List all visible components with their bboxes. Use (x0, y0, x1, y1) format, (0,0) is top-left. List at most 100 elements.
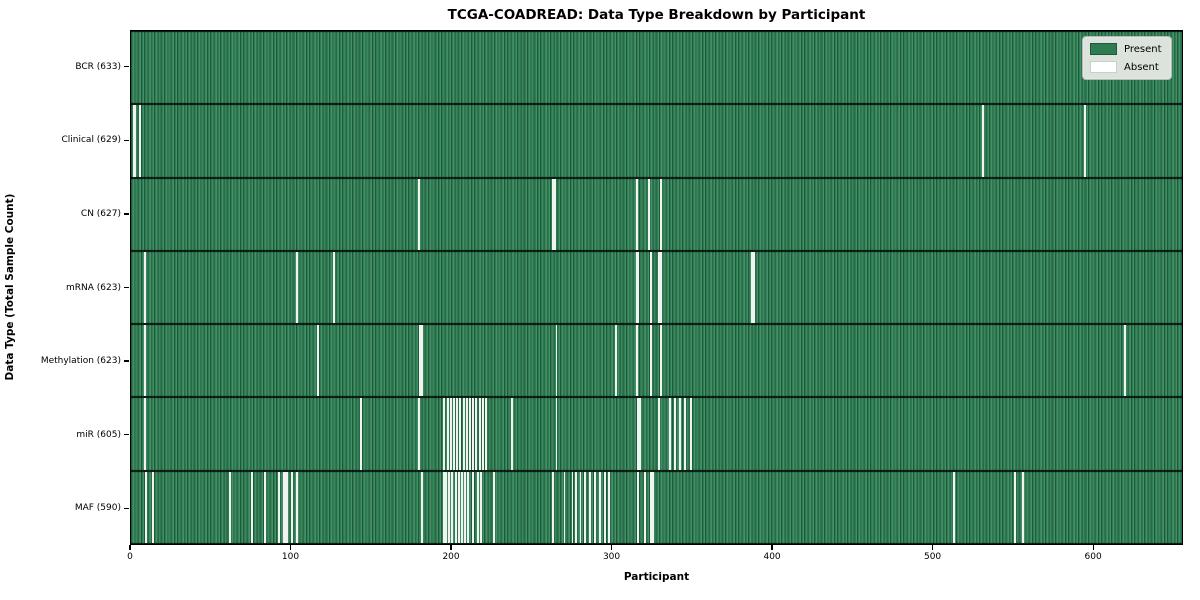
absent-stripe (151, 471, 154, 543)
absent-stripe (472, 398, 475, 470)
absent-stripe (510, 398, 513, 470)
absent-stripe (669, 398, 672, 470)
absent-stripe (251, 471, 254, 543)
heatmap-row-cn (131, 177, 1182, 251)
absent-stripe (360, 398, 362, 470)
absent-stripe (608, 471, 611, 543)
heatmap-row-bcr (131, 31, 1182, 105)
x-tick-label-400: 400 (763, 552, 781, 562)
absent-stripe (678, 398, 681, 470)
absent-stripe (674, 398, 676, 470)
absent-stripe (316, 325, 319, 397)
x-tick-mark (931, 545, 934, 550)
absent-stripe (480, 471, 483, 543)
x-tick-label-0: 0 (127, 552, 133, 562)
absent-stripe (449, 398, 452, 470)
absent-stripe (598, 471, 601, 543)
heatmap-row-methylation (131, 324, 1182, 398)
y-tick-mark (124, 139, 129, 141)
x-tick-mark (129, 545, 131, 550)
absent-stripe (1084, 105, 1087, 177)
x-tick-label-100: 100 (281, 552, 300, 562)
absent-stripe (651, 471, 654, 543)
x-axis-label: Participant (623, 571, 690, 583)
plot-area (130, 30, 1183, 545)
legend-entry-present: Present (1090, 43, 1162, 55)
absent-stripe (132, 105, 135, 177)
absent-stripe (454, 471, 457, 543)
absent-stripe (291, 471, 294, 543)
absent-stripe (478, 398, 481, 470)
absent-stripe (278, 471, 281, 543)
absent-stripe (283, 471, 286, 543)
x-tick-mark (450, 545, 452, 550)
absent-stripe (419, 325, 422, 397)
absent-stripe (650, 471, 652, 543)
absent-stripe (637, 251, 640, 324)
absent-stripe (456, 398, 459, 470)
absent-stripe (952, 471, 955, 543)
x-tick-label-500: 500 (923, 552, 942, 562)
absent-stripe (485, 398, 487, 470)
absent-stripe (446, 398, 449, 470)
absent-stripe (643, 471, 646, 543)
absent-stripe (555, 398, 558, 470)
x-tick-label-200: 200 (442, 552, 460, 562)
y-tick-label-clinical: Clinical (629) (61, 135, 121, 146)
absent-stripe (637, 398, 640, 470)
absent-stripe (143, 398, 146, 470)
absent-stripe (477, 471, 479, 543)
absent-stripe (603, 471, 606, 543)
absent-stripe (555, 325, 558, 397)
absent-stripe (228, 471, 231, 543)
absent-stripe (635, 251, 638, 324)
absent-stripe (443, 471, 446, 543)
absent-stripe (589, 471, 592, 543)
x-tick-mark (771, 545, 773, 550)
absent-stripe (594, 471, 596, 543)
y-tick-mark (124, 66, 129, 68)
absent-stripe (448, 471, 451, 543)
absent-stripe (650, 325, 652, 397)
absent-stripe (457, 471, 460, 543)
absent-stripe (143, 251, 146, 324)
y-tick-mark (124, 360, 129, 362)
y-tick-label-mrna: mRNA (623) (66, 282, 121, 293)
absent-stripe (263, 471, 266, 543)
absent-stripe (552, 178, 555, 250)
absent-stripe (493, 471, 495, 543)
absent-stripe (417, 178, 420, 250)
absent-stripe (574, 471, 577, 543)
heatmap-row-mir (131, 397, 1182, 471)
absent-stripe (659, 325, 662, 397)
absent-stripe (552, 471, 555, 543)
absent-stripe (650, 251, 652, 324)
absent-stripe (459, 398, 462, 470)
y-tick-label-mir: miR (605) (76, 429, 121, 440)
absent-stripe (296, 471, 298, 543)
absent-stripe (451, 471, 454, 543)
y-tick-mark (124, 507, 129, 509)
absent-stripe (143, 325, 146, 397)
absent-stripe (635, 325, 638, 397)
y-tick-label-bcr: BCR (633) (75, 61, 121, 72)
absent-stripe (462, 398, 465, 470)
absent-stripe (635, 178, 638, 250)
y-tick-mark (124, 213, 129, 215)
absent-stripe (659, 251, 662, 324)
absent-stripe (690, 398, 693, 470)
chart-title: TCGA-COADREAD: Data Type Breakdown by Pa… (447, 7, 866, 23)
absent-stripe (286, 471, 289, 543)
absent-stripe (443, 398, 446, 470)
absent-stripe (445, 471, 447, 543)
y-tick-label-cn: CN (627) (80, 208, 121, 219)
absent-stripe (465, 398, 468, 470)
absent-stripe (296, 251, 298, 324)
absent-swatch-icon (1090, 61, 1117, 73)
absent-stripe (571, 471, 574, 543)
absent-stripe (563, 471, 566, 543)
absent-stripe (467, 471, 470, 543)
absent-stripe (1013, 471, 1016, 543)
present-swatch-icon (1090, 43, 1117, 55)
legend-entry-absent: Absent (1090, 61, 1162, 73)
